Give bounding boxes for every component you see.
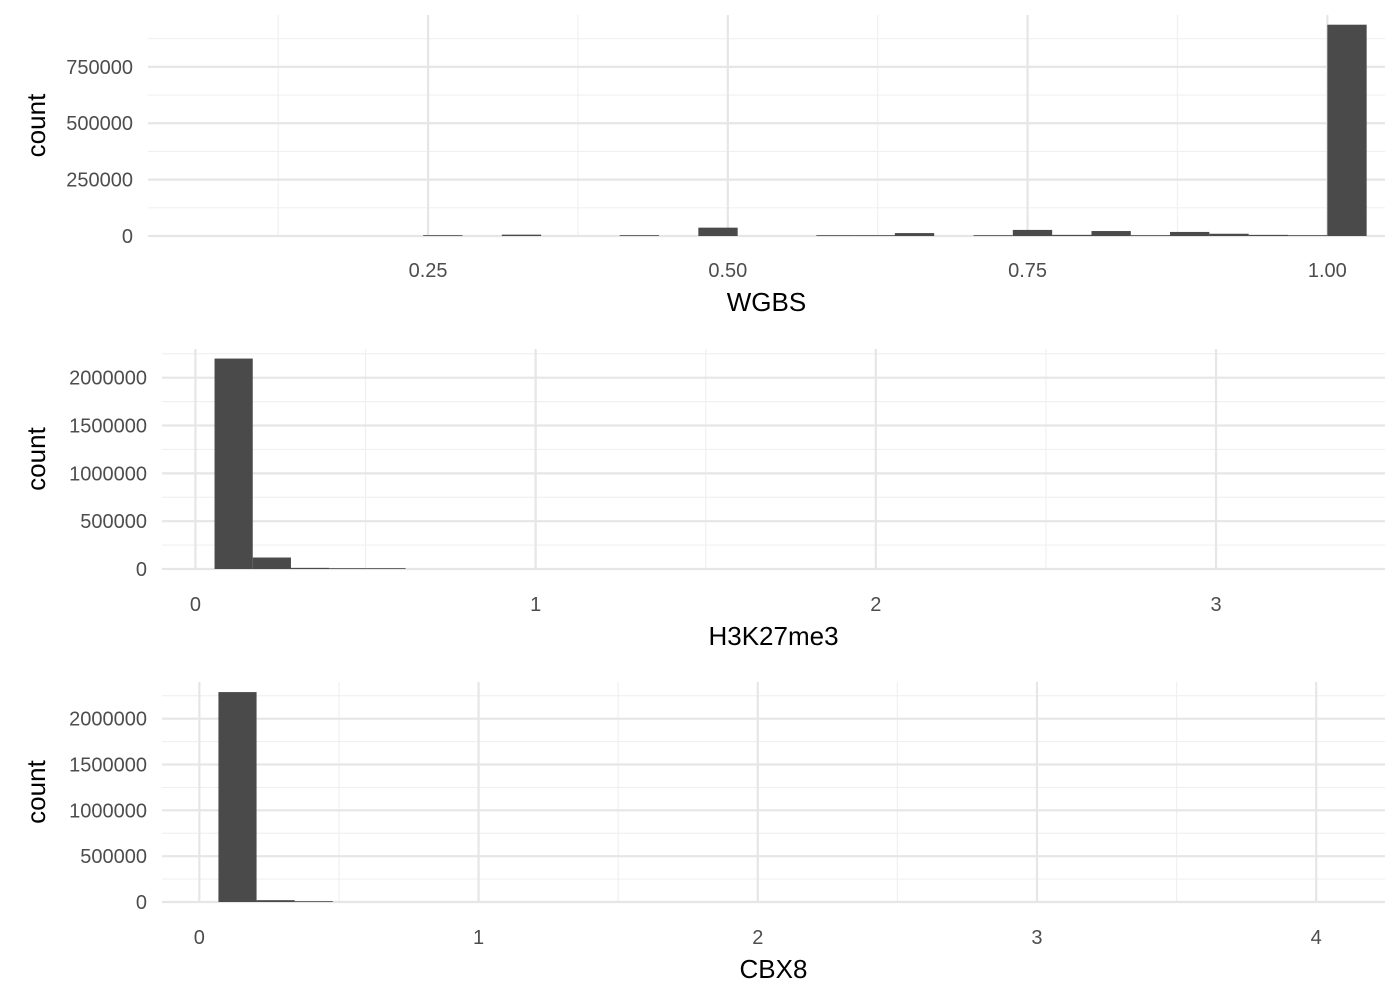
x-tick-label: 0 xyxy=(190,594,201,616)
histogram-bar xyxy=(214,358,253,569)
histogram-bar xyxy=(252,557,291,569)
histogram-bar xyxy=(894,233,935,236)
histogram-bar xyxy=(290,567,330,569)
y-tick-label: 1000000 xyxy=(69,800,147,822)
histogram-bar xyxy=(1012,229,1053,236)
y-tick-label: 0 xyxy=(136,892,147,914)
y-tick-label: 500000 xyxy=(80,511,147,533)
y-tick-label: 2000000 xyxy=(69,709,147,731)
y-tick-label: 500000 xyxy=(66,113,133,135)
y-tick-label: 1000000 xyxy=(69,463,147,485)
y-tick-label: 750000 xyxy=(66,57,133,79)
x-tick-label: 4 xyxy=(1311,927,1322,949)
histogram-panel-1: 0.25 0.50 0.75 1.00 0 250000 500000 750000 WGBS c… xyxy=(21,15,1385,317)
histogram-bar xyxy=(1209,233,1249,236)
histogram-bar xyxy=(329,568,368,569)
y-tick-label: 2000000 xyxy=(69,368,147,390)
histogram-panel-3: 0 1 2 3 4 0 500000 1000000 1500000 2000000 CBX8 cou… xyxy=(21,682,1385,984)
histogram-bar xyxy=(256,900,295,902)
y-tick-label: 1500000 xyxy=(69,755,147,777)
y-tick-label: 1500000 xyxy=(69,416,147,438)
x-tick-label: 0.50 xyxy=(708,260,747,282)
x-tick-label: 2 xyxy=(752,927,763,949)
x-tick-label: 3 xyxy=(1210,594,1221,616)
histogram-bar xyxy=(619,235,660,236)
histogram-bar xyxy=(367,568,406,569)
histogram-bar xyxy=(1170,231,1210,236)
histogram-panel-2: 0 1 2 3 0 500000 1000000 1500000 2000000 H3K27me3… xyxy=(21,349,1385,651)
x-axis-title: H3K27me3 xyxy=(708,621,838,651)
y-axis-title: count xyxy=(21,93,51,157)
histogram-bar xyxy=(973,235,1013,236)
histogram-bar xyxy=(1091,231,1131,236)
y-tick-label: 250000 xyxy=(66,170,133,192)
x-tick-label: 1 xyxy=(473,927,484,949)
histogram-bar xyxy=(1130,235,1171,236)
x-tick-label: 1.00 xyxy=(1308,260,1347,282)
x-tick-label: 0.25 xyxy=(409,260,448,282)
histogram-bar xyxy=(1248,234,1289,236)
x-tick-label: 0 xyxy=(194,927,205,949)
x-axis-title: WGBS xyxy=(727,287,806,317)
y-tick-label: 500000 xyxy=(80,846,147,868)
histogram-bar xyxy=(698,227,738,236)
x-tick-label: 2 xyxy=(870,594,881,616)
histogram-bar xyxy=(1327,24,1367,236)
histogram-bar xyxy=(816,235,856,236)
y-tick-label: 0 xyxy=(136,559,147,581)
histogram-bar xyxy=(1288,235,1328,236)
histogram-bar xyxy=(855,235,895,236)
histogram-bar xyxy=(218,692,257,902)
histogram-bar xyxy=(501,234,542,236)
y-axis-title: count xyxy=(21,759,51,823)
y-tick-label: 0 xyxy=(122,226,133,248)
x-tick-label: 1 xyxy=(530,594,541,616)
histogram-bar xyxy=(423,235,463,236)
histogram-bar xyxy=(1052,234,1092,236)
x-tick-label: 3 xyxy=(1031,927,1042,949)
histogram-bar xyxy=(294,901,333,902)
x-tick-label: 0.75 xyxy=(1008,260,1047,282)
y-axis-title: count xyxy=(21,426,51,490)
x-axis-title: CBX8 xyxy=(740,954,808,984)
